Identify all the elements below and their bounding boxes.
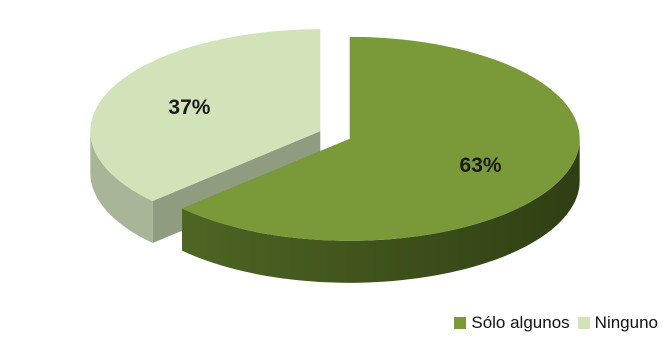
data-label-solo-algunos: 63% [460, 154, 502, 177]
legend-label-solo-algunos: Sólo algunos [471, 313, 570, 332]
legend-item-solo-algunos: Sólo algunos [454, 313, 570, 333]
slice-top-solo-algunos [182, 36, 580, 241]
slice-top-ninguno [90, 29, 321, 202]
legend-swatch-ninguno [577, 317, 590, 329]
slice-side-ninguno [90, 131, 153, 244]
slice-solo-algunos [182, 36, 580, 283]
legend-item-ninguno: Ninguno [577, 313, 658, 333]
slice-side-solo-algunos [182, 138, 580, 283]
legend-swatch-solo-algunos [454, 317, 467, 329]
legend: Sólo algunos Ninguno [446, 313, 658, 333]
legend-label-ninguno: Ninguno [594, 313, 658, 332]
pie-svg: 63% 37% [90, 29, 580, 283]
data-label-ninguno: 37% [168, 96, 210, 119]
